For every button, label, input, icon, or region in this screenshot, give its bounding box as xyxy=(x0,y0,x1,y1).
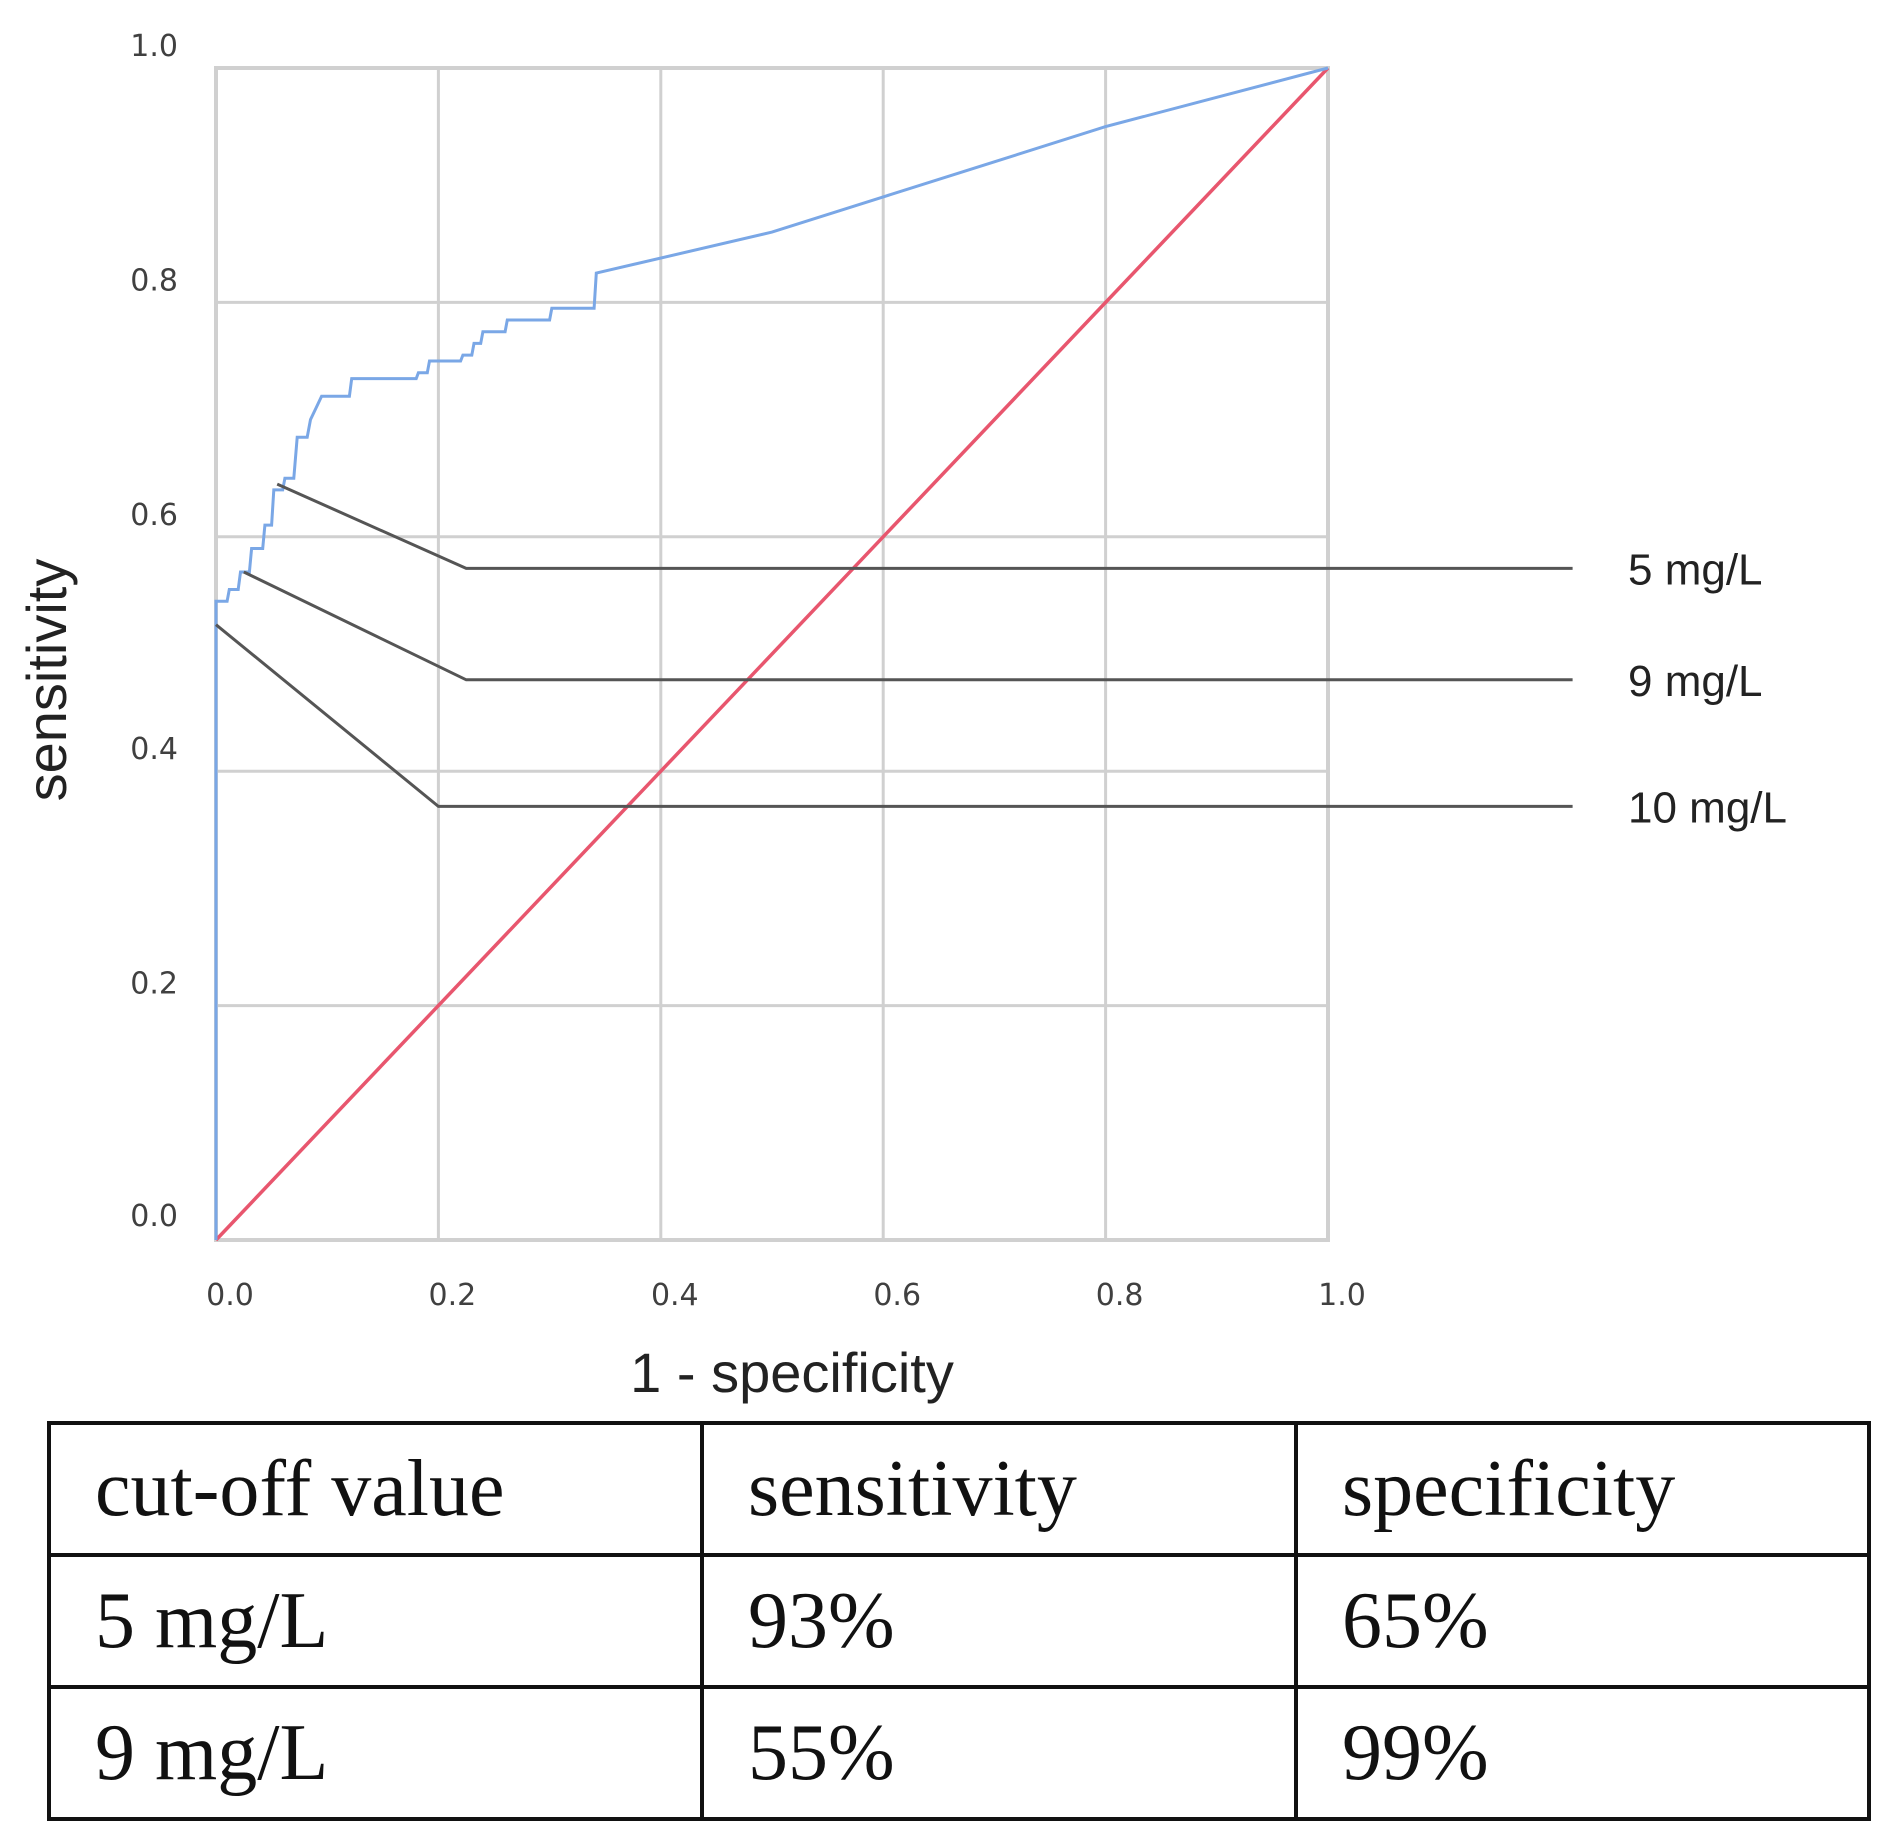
cutoff-label: 10 mg/L xyxy=(1628,783,1787,832)
cell-specificity: 65% xyxy=(1294,1553,1871,1689)
cutoff-table: cut-off value sensitivity specificity 5 … xyxy=(47,1421,1871,1821)
table-header-row: cut-off value sensitivity specificity xyxy=(47,1421,1871,1557)
table-row: 9 mg/L 55% 99% xyxy=(47,1685,1871,1821)
table-row: 5 mg/L 93% 65% xyxy=(47,1553,1871,1689)
x-tick-labels: 0.0 0.2 0.4 0.6 0.8 1.0 xyxy=(206,1278,1366,1313)
y-tick-label: 1.0 xyxy=(130,29,178,64)
header-specificity: specificity xyxy=(1294,1421,1871,1557)
cutoff-leader-line xyxy=(276,482,1573,570)
cutoff-label: 9 mg/L xyxy=(1628,657,1763,706)
y-tick-label: 0.8 xyxy=(130,263,178,298)
cell-sensitivity: 93% xyxy=(700,1553,1298,1689)
x-axis-title: 1 - specificity xyxy=(630,1341,954,1404)
cutoff-label: 5 mg/L xyxy=(1628,545,1763,594)
x-tick-label: 1.0 xyxy=(1318,1278,1366,1313)
header-sensitivity: sensitivity xyxy=(700,1421,1298,1557)
y-tick-label: 0.2 xyxy=(130,967,178,1002)
cell-sensitivity: 55% xyxy=(700,1685,1298,1821)
reference-line xyxy=(214,66,1330,1242)
cell-cutoff: 5 mg/L xyxy=(47,1553,704,1689)
x-tick-label: 0.2 xyxy=(429,1278,477,1313)
x-tick-label: 0.4 xyxy=(651,1278,699,1313)
cutoff-leader-line xyxy=(215,623,1573,808)
cutoff-annotations: 5 mg/L 9 mg/L 10 mg/L xyxy=(215,482,1787,832)
cell-cutoff: 9 mg/L xyxy=(47,1685,704,1821)
x-tick-label: 0.8 xyxy=(1096,1278,1144,1313)
y-tick-label: 0.6 xyxy=(130,498,178,533)
roc-curve-line xyxy=(214,66,1329,1240)
y-axis-title: sensitivity xyxy=(15,559,78,802)
x-tick-label: 0.6 xyxy=(873,1278,921,1313)
y-tick-label: 0.0 xyxy=(130,1199,178,1234)
y-tick-label: 0.4 xyxy=(130,732,178,767)
x-tick-label: 0.0 xyxy=(206,1278,254,1313)
roc-chart: 0.0 0.2 0.4 0.6 0.8 1.0 0.0 0.2 0.4 0.6 0.8 1.0 5 … xyxy=(15,29,1787,1404)
cell-specificity: 99% xyxy=(1294,1685,1871,1821)
y-tick-labels: 0.0 0.2 0.4 0.6 0.8 1.0 xyxy=(130,29,178,1234)
header-cutoff-value: cut-off value xyxy=(47,1421,704,1557)
cutoff-leader-line xyxy=(243,570,1573,682)
